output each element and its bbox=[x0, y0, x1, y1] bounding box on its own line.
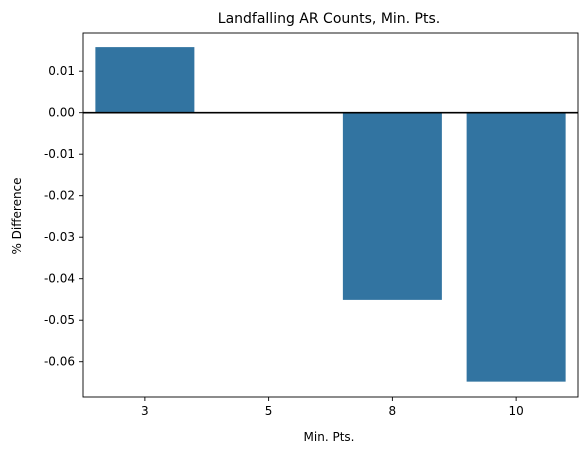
chart-title: Landfalling AR Counts, Min. Pts. bbox=[218, 11, 440, 27]
bars-group bbox=[95, 47, 566, 382]
y-axis-ticks: 0.01 0.00 -0.01 -0.02 -0.03 -0.04 -0.05 -0.06 bbox=[44, 64, 83, 369]
x-axis-ticks: 3 5 8 10 bbox=[141, 397, 524, 418]
bar-3 bbox=[95, 47, 195, 113]
y-tick-label: -0.05 bbox=[44, 313, 75, 327]
bar-8 bbox=[342, 112, 442, 300]
y-axis-label: % Difference bbox=[10, 177, 24, 254]
plot-frame bbox=[82, 32, 579, 398]
y-tick-label: -0.03 bbox=[44, 230, 75, 244]
y-tick-label: -0.04 bbox=[44, 272, 75, 286]
y-tick-label: -0.01 bbox=[44, 147, 75, 161]
y-tick-label: -0.02 bbox=[44, 189, 75, 203]
x-tick-label: 3 bbox=[141, 404, 149, 418]
bar-10 bbox=[466, 112, 566, 382]
x-axis-label: Min. Pts. bbox=[304, 430, 355, 444]
x-tick-label: 8 bbox=[389, 404, 397, 418]
y-tick-label: 0.01 bbox=[48, 64, 75, 78]
x-tick-label: 5 bbox=[265, 404, 273, 418]
x-tick-label: 10 bbox=[508, 404, 523, 418]
y-tick-label: -0.06 bbox=[44, 355, 75, 369]
y-tick-label: 0.00 bbox=[48, 106, 75, 120]
